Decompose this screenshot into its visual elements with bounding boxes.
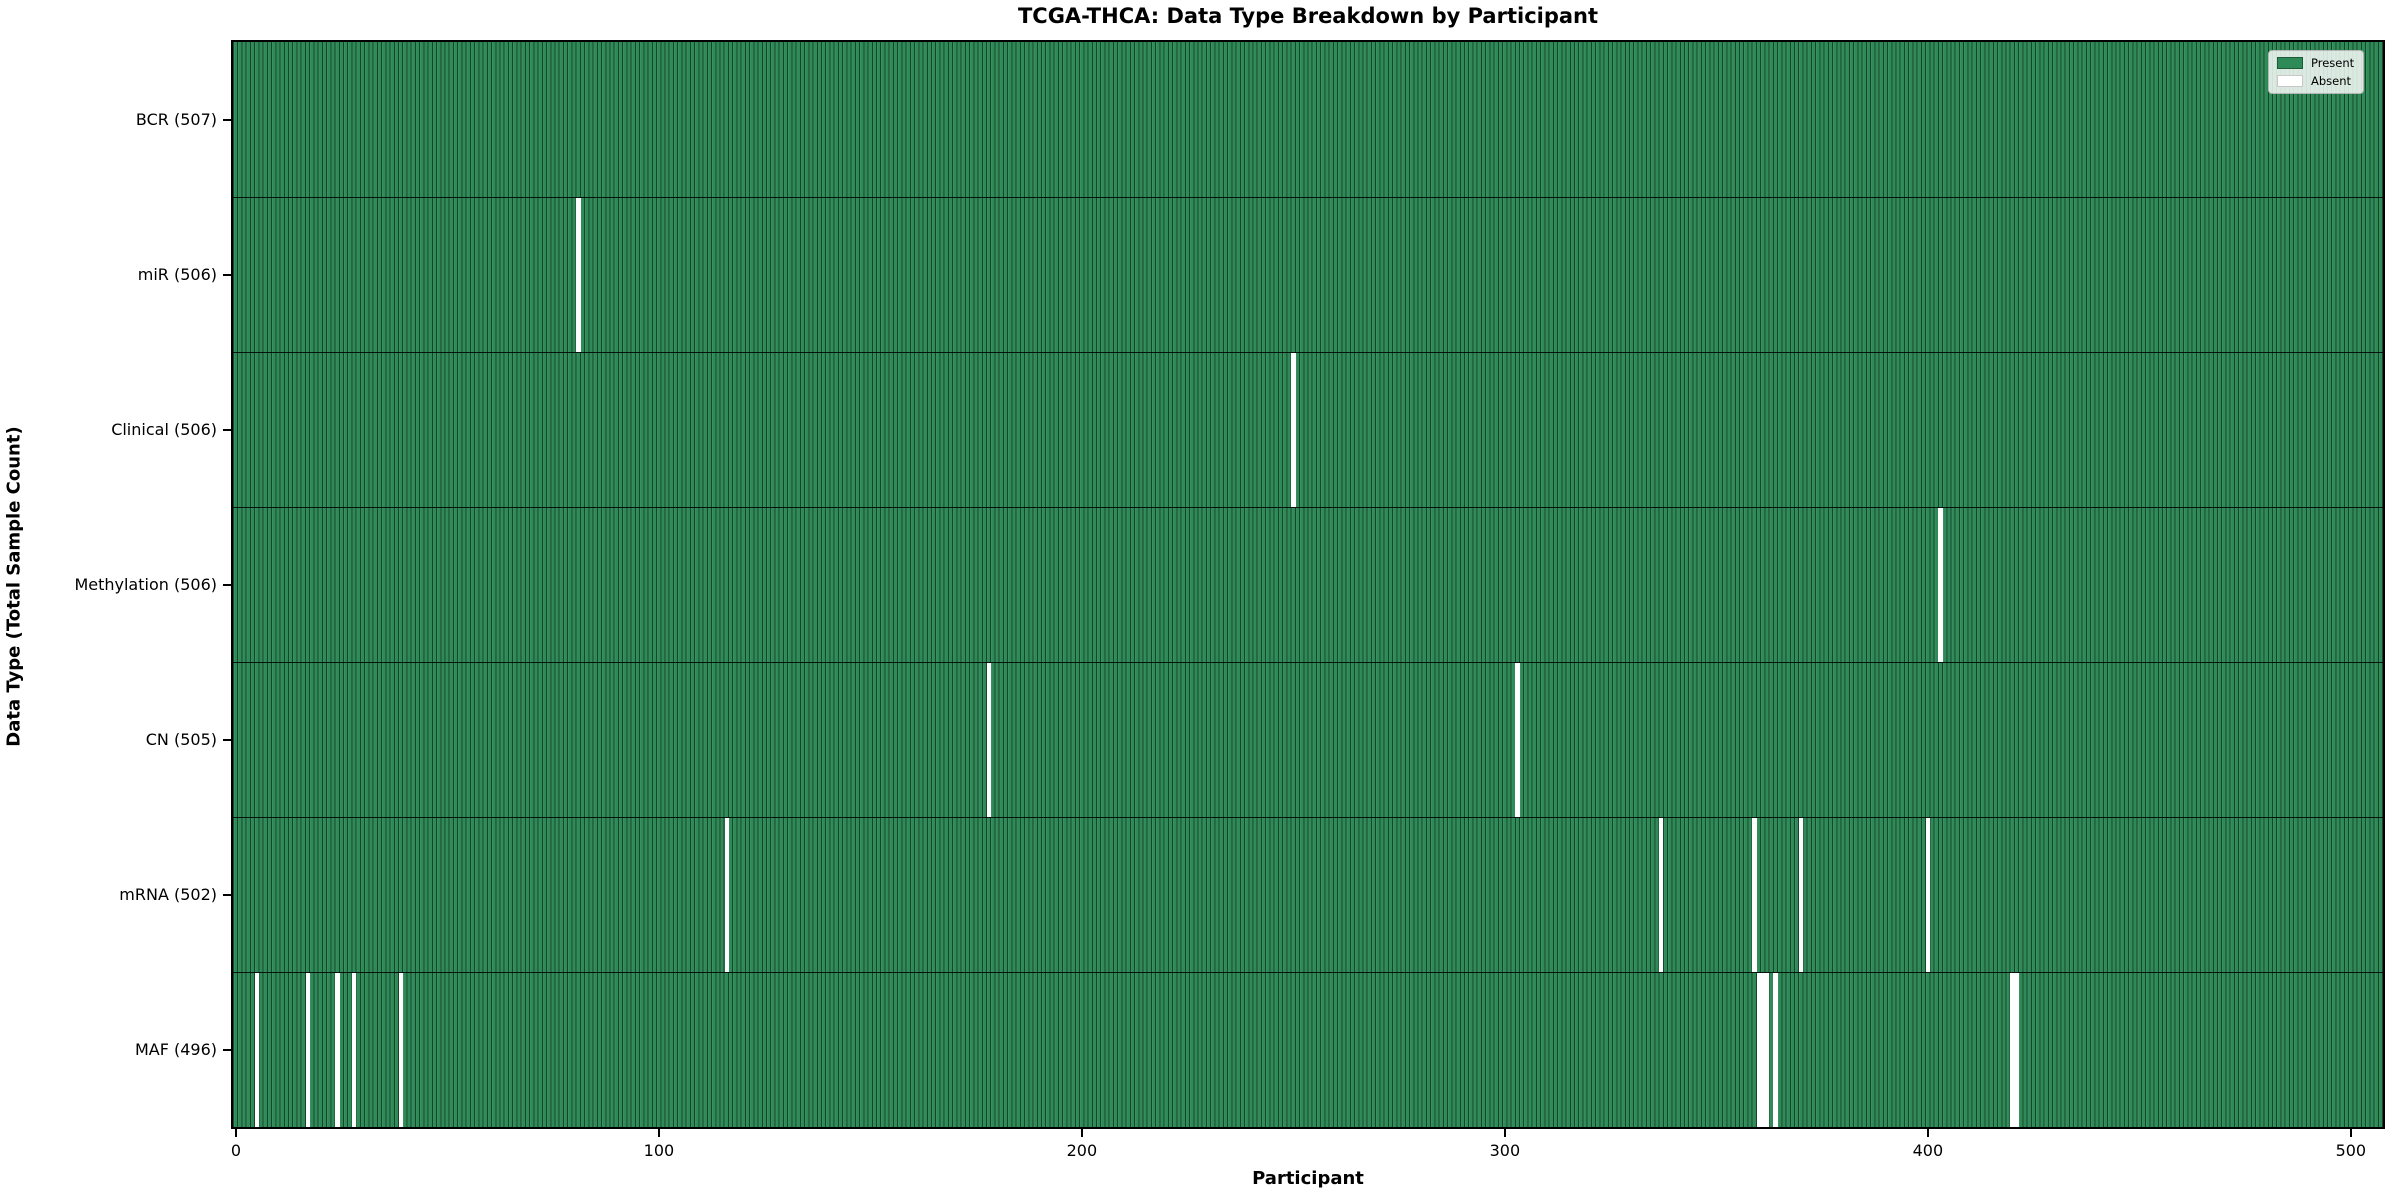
legend-label: Present <box>2311 56 2355 70</box>
y-tick <box>223 1048 231 1051</box>
x-tick <box>1080 1129 1083 1137</box>
absent-bar <box>1938 508 1943 662</box>
absent-bar <box>2010 973 2015 1127</box>
legend: Present Absent <box>2268 50 2365 94</box>
x-tick-label: 400 <box>1912 1141 1944 1160</box>
absent-bar <box>1925 818 1930 972</box>
y-tick-label: Clinical (506) <box>111 419 217 439</box>
absent-bar <box>1752 818 1757 972</box>
y-tick <box>223 273 231 276</box>
legend-swatch-absent <box>2277 75 2303 87</box>
absent-bar <box>1798 818 1804 972</box>
absent-bar <box>1291 353 1296 507</box>
y-tick <box>223 428 231 431</box>
absent-bar <box>1765 973 1770 1127</box>
x-tick <box>1503 1129 1506 1137</box>
y-tick-label: CN (505) <box>145 729 217 749</box>
row-bcr <box>233 42 2383 197</box>
x-tick <box>2349 1129 2352 1137</box>
absent-bar <box>305 973 310 1127</box>
row-maf <box>233 972 2383 1127</box>
y-tick-label: BCR (507) <box>135 109 217 129</box>
row-mrna <box>233 817 2383 972</box>
x-axis-title: Participant <box>1252 1168 1364 1189</box>
x-tick <box>234 1129 237 1137</box>
y-tick <box>223 893 231 896</box>
absent-bar <box>1760 973 1766 1127</box>
x-tick-label: 0 <box>230 1141 242 1160</box>
legend-item-absent: Absent <box>2277 75 2354 87</box>
absent-bar <box>576 198 581 352</box>
absent-bar <box>398 973 404 1127</box>
absent-bar <box>1515 663 1520 817</box>
y-tick-label: miR (506) <box>137 264 217 284</box>
absent-bar <box>2014 973 2019 1127</box>
absent-bar <box>1659 818 1664 972</box>
legend-label: Absent <box>2311 74 2352 88</box>
row-methylation <box>233 507 2383 662</box>
legend-item-present: Present <box>2277 57 2354 69</box>
plot-area <box>233 42 2383 1127</box>
legend-swatch-present <box>2277 57 2303 69</box>
x-tick-label: 300 <box>1489 1141 1521 1160</box>
y-tick-label: Methylation (506) <box>74 574 217 594</box>
absent-bar <box>254 973 260 1127</box>
absent-bar <box>724 818 729 972</box>
x-tick-label: 500 <box>2335 1141 2367 1160</box>
y-tick <box>223 583 231 586</box>
absent-bar <box>1756 973 1761 1127</box>
absent-bar <box>1773 973 1778 1127</box>
x-tick <box>1926 1129 1929 1137</box>
absent-bar <box>352 973 357 1127</box>
absent-bar <box>335 973 340 1127</box>
x-tick-label: 100 <box>643 1141 675 1160</box>
row-mir <box>233 197 2383 352</box>
row-cn <box>233 662 2383 817</box>
y-tick <box>223 738 231 741</box>
x-tick-label: 200 <box>1066 1141 1098 1160</box>
y-tick-label: mRNA (502) <box>119 884 217 904</box>
x-tick <box>657 1129 660 1137</box>
absent-bar <box>986 663 991 817</box>
y-axis-title: Data Type (Total Sample Count) <box>3 426 25 747</box>
chart-title: TCGA-THCA: Data Type Breakdown by Partic… <box>1017 4 1599 28</box>
y-tick-label: MAF (496) <box>134 1039 217 1059</box>
y-tick <box>223 118 231 121</box>
row-clinical <box>233 352 2383 507</box>
